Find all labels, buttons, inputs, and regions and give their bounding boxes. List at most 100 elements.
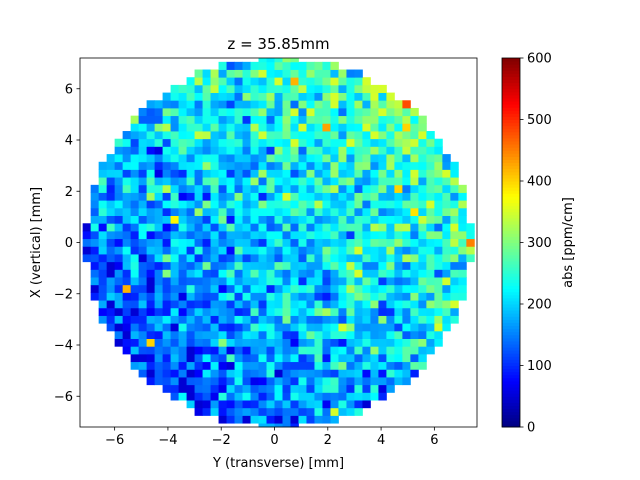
heatmap-cell (314, 377, 323, 386)
heatmap-cell (138, 131, 148, 140)
heatmap-cell (210, 223, 219, 232)
heatmap-cell (394, 131, 403, 140)
heatmap-cell (258, 323, 267, 332)
heatmap-cell (410, 146, 419, 155)
heatmap-cell (146, 177, 156, 186)
heatmap-cell (354, 154, 363, 163)
heatmap-cell (258, 400, 267, 409)
heatmap-cell (122, 200, 132, 209)
heatmap-cell (306, 361, 315, 370)
heatmap-cell (346, 307, 355, 316)
heatmap-cell (242, 177, 251, 186)
heatmap-cell (234, 131, 243, 140)
heatmap-cell (266, 169, 275, 178)
heatmap-cell (426, 246, 435, 255)
heatmap-cell (218, 192, 227, 201)
heatmap-cell (306, 69, 315, 78)
heatmap-cell (370, 377, 379, 386)
heatmap-cell (410, 107, 419, 117)
heatmap-cell (418, 161, 427, 170)
heatmap-cell (234, 161, 243, 170)
heatmap-cell (210, 407, 219, 416)
heatmap-cell (274, 307, 283, 316)
heatmap-cell (282, 138, 291, 147)
heatmap-cell (370, 92, 379, 101)
heatmap-cell (162, 277, 171, 286)
colorbar-segment (502, 199, 520, 204)
heatmap-cell (274, 61, 283, 70)
heatmap-cell (330, 292, 339, 301)
colorbar-segment (502, 288, 520, 293)
heatmap-cell (202, 154, 211, 163)
heatmap-cell (394, 292, 403, 301)
heatmap-cell (146, 200, 156, 209)
heatmap-cell (114, 254, 124, 263)
heatmap-cell (226, 238, 235, 247)
heatmap-cell (314, 115, 323, 124)
heatmap-cell (250, 192, 259, 201)
heatmap-cell (274, 146, 283, 155)
heatmap-cell (290, 69, 299, 78)
heatmap-cell (274, 315, 283, 324)
heatmap-cell (442, 292, 451, 301)
heatmap-cell (162, 215, 171, 224)
heatmap-cell (354, 323, 363, 332)
heatmap-cell (338, 177, 347, 186)
heatmap-cell (314, 146, 323, 155)
colorbar-segment (502, 168, 520, 173)
heatmap-cell (362, 84, 371, 93)
heatmap-cell (434, 238, 443, 247)
heatmap-cell (266, 254, 275, 263)
heatmap-cell (322, 115, 331, 124)
heatmap-cell (130, 238, 140, 247)
heatmap-cell (162, 161, 171, 170)
heatmap-cell (154, 223, 163, 232)
heatmap-cell (226, 392, 235, 401)
heatmap-cell (186, 192, 195, 201)
heatmap-cell (290, 58, 299, 63)
heatmap-cell (202, 230, 211, 240)
heatmap-cell (218, 254, 227, 263)
heatmap-cell (114, 154, 124, 163)
heatmap-cell (450, 192, 459, 201)
heatmap-cell (314, 154, 323, 163)
heatmap-cell (354, 277, 363, 286)
heatmap-cell (402, 207, 411, 216)
heatmap-cell (250, 115, 259, 124)
heatmap-cell (386, 123, 395, 132)
heatmap-cell (138, 246, 148, 255)
heatmap-cell (354, 377, 363, 386)
heatmap-cell (418, 338, 427, 347)
heatmap-cell (450, 169, 459, 178)
heatmap-cell (130, 330, 140, 339)
heatmap-cell (250, 307, 259, 316)
heatmap-cell (290, 77, 299, 86)
heatmap-cell (122, 300, 132, 309)
heatmap-cell (418, 177, 427, 186)
heatmap-cell (298, 131, 307, 140)
heatmap-cell (274, 284, 283, 293)
heatmap-cell (170, 369, 179, 378)
heatmap-cell (402, 307, 411, 316)
heatmap-cell (274, 407, 283, 416)
heatmap-cell (250, 292, 259, 301)
colorbar-segment (502, 144, 520, 148)
heatmap-cell (274, 192, 283, 201)
heatmap-cell (426, 338, 435, 347)
heatmap-cell (314, 215, 323, 224)
heatmap-cell (146, 230, 156, 240)
heatmap-cell (146, 138, 156, 147)
heatmap-cell (314, 131, 323, 140)
colorbar-segment (502, 202, 520, 207)
heatmap-cell (194, 254, 203, 263)
heatmap-cell (290, 277, 299, 286)
heatmap-cell (306, 223, 315, 232)
heatmap-cell (410, 284, 419, 293)
heatmap-cell (322, 84, 331, 93)
heatmap-cell (370, 338, 379, 347)
heatmap-cell (298, 230, 307, 240)
heatmap-cell (402, 100, 411, 109)
heatmap-cell (218, 138, 227, 147)
heatmap-cell (266, 107, 275, 117)
heatmap-cell (410, 230, 419, 240)
